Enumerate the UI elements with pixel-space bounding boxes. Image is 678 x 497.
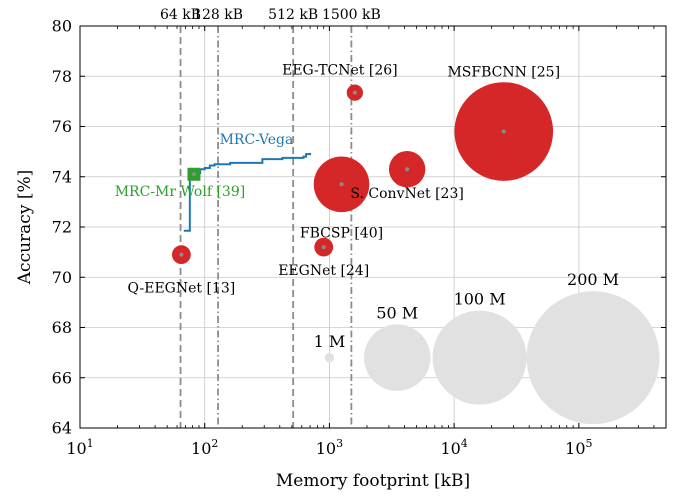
memory-limit-label: 64 kB bbox=[160, 7, 201, 23]
y-tick-label: 64 bbox=[52, 419, 72, 438]
y-tick-label: 68 bbox=[52, 318, 72, 337]
y-tick-label: 66 bbox=[52, 368, 72, 387]
x-tick-label: 102 bbox=[191, 437, 218, 458]
model-bubbles bbox=[171, 82, 554, 265]
mrc-mr-wolf-series bbox=[187, 167, 201, 181]
memory-limit-label: 512 kB bbox=[268, 7, 318, 23]
mrc-mr-wolf-center bbox=[191, 172, 196, 177]
y-tick-label: 80 bbox=[52, 17, 72, 36]
x-tick-label: 101 bbox=[66, 437, 93, 458]
size-legend-bubble bbox=[324, 352, 335, 363]
x-tick-label: 103 bbox=[316, 437, 343, 458]
size-legend-label: 1 M bbox=[314, 332, 346, 351]
model-bubble-center bbox=[405, 167, 410, 172]
memory-limit-lines bbox=[179, 26, 353, 428]
size-legend-bubble bbox=[364, 324, 431, 391]
model-label: S. ConvNet [23] bbox=[350, 186, 463, 202]
y-tick-label: 76 bbox=[52, 117, 72, 136]
size-legend-label: 100 M bbox=[454, 290, 506, 309]
size-legend bbox=[324, 291, 660, 425]
model-label: Q-EEGNet [13] bbox=[128, 281, 236, 297]
model-label: MSFBCNN [25] bbox=[447, 65, 560, 81]
model-label: EEGNet [24] bbox=[278, 263, 369, 279]
x-axis-title: Memory footprint [kB] bbox=[276, 471, 470, 491]
model-bubble-center bbox=[352, 90, 357, 95]
axis-ticks bbox=[79, 25, 667, 429]
x-tick-label: 105 bbox=[565, 437, 592, 458]
model-label: FBCSP [40] bbox=[300, 225, 383, 241]
size-legend-bubble bbox=[432, 310, 527, 405]
size-legend-label: 200 M bbox=[567, 270, 619, 289]
model-label: EEG-TCNet [26] bbox=[282, 63, 398, 79]
mrc-vega-label: MRC-Vega bbox=[220, 132, 294, 148]
x-tick-label: 104 bbox=[440, 437, 467, 458]
size-legend-label: 50 M bbox=[376, 303, 418, 322]
y-tick-label: 78 bbox=[52, 67, 72, 86]
model-bubble-center bbox=[501, 129, 506, 134]
y-tick-label: 72 bbox=[52, 218, 72, 237]
model-bubble-center bbox=[339, 182, 344, 187]
model-bubble-center bbox=[179, 252, 184, 257]
mrc-mr-wolf-label: MRC-Mr Wolf [39] bbox=[115, 184, 246, 200]
y-tick-label: 70 bbox=[52, 268, 72, 287]
y-axis-title: Accuracy [%] bbox=[15, 170, 35, 285]
memory-limit-label: 128 kB bbox=[193, 7, 243, 23]
size-legend-bubble bbox=[526, 291, 660, 425]
model-bubble-center bbox=[321, 245, 326, 250]
memory-limit-label: 1500 kB bbox=[322, 7, 381, 23]
y-tick-label: 74 bbox=[52, 167, 72, 186]
